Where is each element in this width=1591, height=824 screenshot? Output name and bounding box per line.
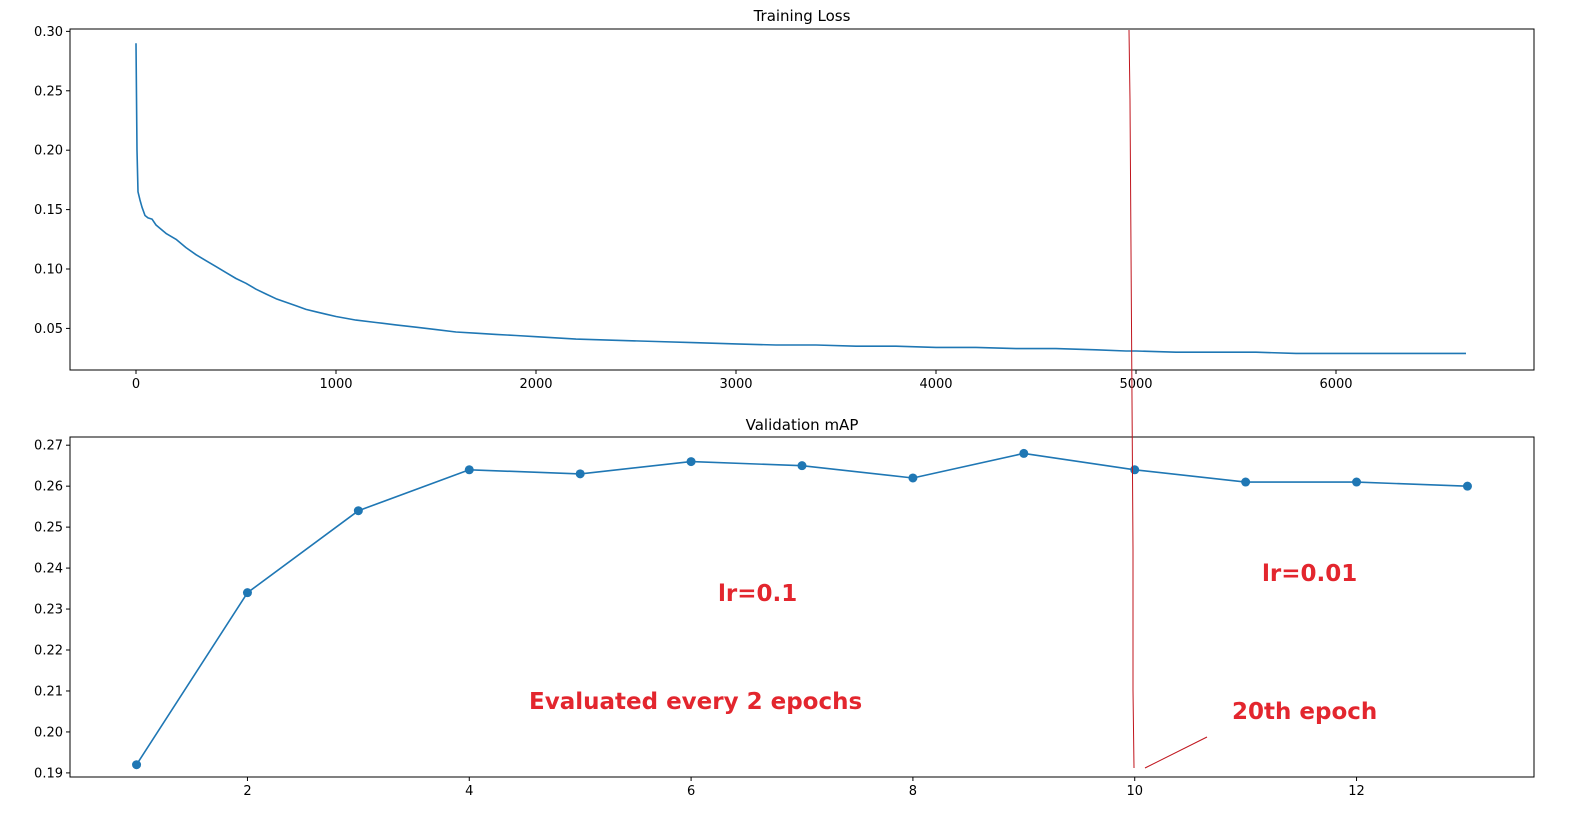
training-loss-x-tick-label: 3000 xyxy=(719,377,752,392)
training-loss-x-tick-label: 2000 xyxy=(519,377,552,392)
validation-map-data-point xyxy=(797,461,807,471)
training-loss-y-tick-label: 0.10 xyxy=(34,263,63,278)
validation-map-data-point xyxy=(132,760,142,770)
training-loss-x-tick-label: 0 xyxy=(132,377,140,392)
training-loss-axes-frame xyxy=(69,28,1535,371)
annotation-lr-0-01: lr=0.01 xyxy=(1262,561,1357,587)
training-loss-y-tick-label: 0.05 xyxy=(34,322,63,337)
training-loss-title: Training Loss xyxy=(753,7,851,25)
annotation-lr-0-1: lr=0.1 xyxy=(718,581,797,607)
validation-map-y-tick-label: 0.24 xyxy=(34,562,63,577)
validation-map-data-point xyxy=(464,465,474,475)
validation-map-y-ticks: 0.19 0.20 0.21 0.22 0.23 0.24 0.25 0.26 0.27 xyxy=(34,439,70,781)
validation-map-data-point xyxy=(1462,481,1472,491)
validation-map-data-point xyxy=(353,506,363,516)
validation-map-data-point xyxy=(242,588,252,598)
validation-map-y-tick-label: 0.21 xyxy=(34,684,63,699)
validation-map-x-tick-label: 10 xyxy=(1126,784,1143,799)
training-loss-x-tick-label: 6000 xyxy=(1319,377,1352,392)
validation-map-x-tick-label: 12 xyxy=(1348,784,1365,799)
training-loss-y-tick-label: 0.20 xyxy=(34,144,63,159)
validation-map-y-tick-label: 0.27 xyxy=(34,439,63,454)
validation-map-title: Validation mAP xyxy=(746,416,859,434)
training-loss-x-tick-label: 1000 xyxy=(319,377,352,392)
validation-map-axes-frame xyxy=(69,436,1535,778)
validation-map-data-point xyxy=(1019,448,1029,458)
validation-map-x-tick-label: 8 xyxy=(909,784,917,799)
annotation-20th-epoch: 20th epoch xyxy=(1232,699,1377,725)
validation-map-y-tick-label: 0.26 xyxy=(34,480,63,495)
annotation-evaluated-every-2-epochs: Evaluated every 2 epochs xyxy=(529,689,862,715)
validation-map-data-point xyxy=(1352,477,1362,487)
training-loss-x-tick-label: 4000 xyxy=(919,377,952,392)
validation-map-y-tick-label: 0.19 xyxy=(34,766,63,781)
validation-map-y-tick-label: 0.20 xyxy=(34,725,63,740)
training-loss-y-tick-label: 0.25 xyxy=(34,84,63,99)
validation-map-x-tick-label: 6 xyxy=(687,784,695,799)
validation-map-data-point xyxy=(1241,477,1251,487)
training-loss-series xyxy=(135,43,1466,355)
training-loss-y-tick-label: 0.15 xyxy=(34,203,63,218)
validation-map-y-tick-label: 0.23 xyxy=(34,603,63,618)
training-loss-x-ticks: 0 1000 2000 3000 4000 5000 6000 xyxy=(132,370,1353,392)
validation-map-plot: Validation mAP 2 4 6 8 10 12 0.19 0.20 0.21 0.22… xyxy=(34,416,1535,799)
annotations: lr=0.1 lr=0.01 Evaluated every 2 epochs … xyxy=(529,29,1377,769)
validation-map-x-ticks: 2 4 6 8 10 12 xyxy=(243,777,1365,799)
validation-map-x-tick-label: 4 xyxy=(465,784,473,799)
training-loss-plot: Training Loss 0 1000 2000 3000 4000 5000 6000 … xyxy=(34,7,1535,392)
epoch-pointer-line xyxy=(1144,736,1208,769)
training-loss-series-line xyxy=(135,43,1466,355)
training-loss-x-tick-label: 5000 xyxy=(1119,377,1152,392)
validation-map-series xyxy=(132,448,1472,770)
validation-map-data-point xyxy=(686,457,696,467)
validation-map-y-tick-label: 0.22 xyxy=(34,644,63,659)
training-loss-y-ticks: 0.05 0.10 0.15 0.20 0.25 0.30 xyxy=(34,25,70,337)
lr-change-marker-line xyxy=(1128,29,1135,769)
training-loss-y-tick-label: 0.30 xyxy=(34,25,63,40)
validation-map-y-tick-label: 0.25 xyxy=(34,521,63,536)
validation-map-x-tick-label: 2 xyxy=(243,784,251,799)
validation-map-data-point xyxy=(575,469,585,479)
validation-map-data-point xyxy=(908,473,918,483)
validation-map-data-point xyxy=(1130,465,1140,475)
